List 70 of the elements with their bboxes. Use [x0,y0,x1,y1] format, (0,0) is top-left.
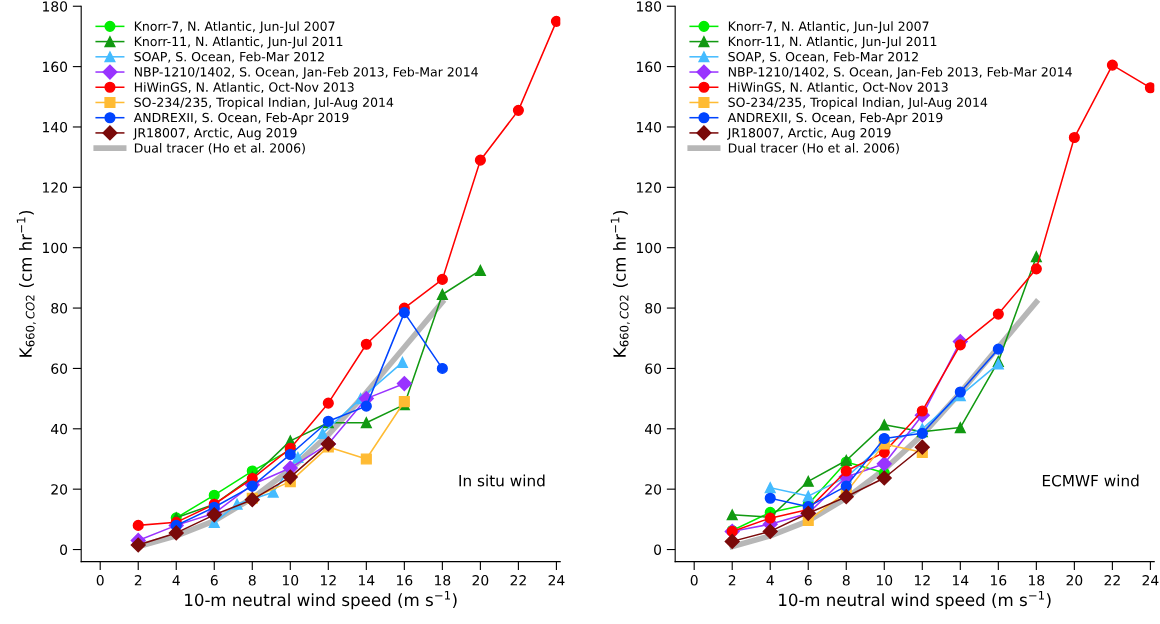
x-tick-label: 16 [397,575,413,586]
x-tick-label: 24 [548,575,565,586]
x-axis-title: 10-m neutral wind speed (m s$^{−1}$) [185,591,457,610]
x-tick-label: 4 [766,575,774,586]
x-tick-label: 20 [1066,575,1083,586]
x-tick-label: 2 [728,575,736,586]
legend-label: Knorr-11, N. Atlantic, Jun-Jul 2011 [728,36,937,49]
y-tick-label: 120 [637,182,662,193]
x-tick-label: 8 [248,575,256,586]
x-axis-title: 10-m neutral wind speed (m s$^{−1}$) [779,591,1051,610]
x-tick-label: 10 [876,575,893,586]
y-tick-label: 180 [637,1,662,12]
x-tick-label: 2 [134,575,142,586]
y-tick-label: 100 [637,242,662,254]
x-tick-label: 20 [472,575,489,586]
legend-label: HiWinGS, N. Atlantic, Oct-Nov 2013 [728,82,948,94]
y-tick-label: 140 [637,121,662,133]
y-tick-label: 100 [43,242,68,254]
legend-label: Dual tracer (Ho et al. 2006) [134,143,305,155]
y-tick-label: 20 [645,484,662,495]
x-tick-label: 18 [435,575,451,586]
y-tick-label: 180 [43,1,68,12]
x-tick-label: 8 [842,575,850,586]
y-tick-label: 80 [645,303,662,314]
legend-label: SO-234/235, Tropical Indian, Jul-Aug 2014 [134,97,394,110]
x-tick-label: 6 [804,575,812,586]
x-tick-label: 0 [96,575,104,586]
legend-label: ANDREXII, S. Ocean, Feb-Apr 2019 [133,112,349,125]
legend-label: NBP-1210/1402, S. Ocean, Jan-Feb 2013, Feb-Mar 2014 [134,66,478,79]
y-tick-label: 60 [645,363,662,374]
y-tick-label: 40 [51,423,68,435]
y-tick-label: 0 [60,544,68,555]
x-tick-label: 10 [282,575,299,586]
legend-label: Knorr-7, N. Atlantic, Jun-Jul 2007 [728,21,929,34]
x-tick-label: 4 [172,575,180,586]
y-axis-title: K$_{660,CO2}$ (cm hr$^{−1}$) [610,211,630,357]
y-tick-label: 60 [51,363,68,374]
x-tick-label: 12 [914,575,930,586]
y-tick-label: 140 [43,121,68,133]
y-tick-label: 160 [637,61,662,73]
legend-label: Dual tracer (Ho et al. 2006) [728,143,899,155]
legend-label: JR18007, Arctic, Aug 2019 [727,127,891,140]
legend-label: Knorr-7, N. Atlantic, Jun-Jul 2007 [134,21,335,34]
legend-label: SO-234/235, Tropical Indian, Jul-Aug 2014 [728,97,988,110]
y-tick-label: 80 [51,303,68,314]
y-tick-label: 40 [644,423,662,435]
legend-label: Knorr-11, N. Atlantic, Jun-Jul 2011 [134,36,343,49]
legend-label: JR18007, Arctic, Aug 2019 [133,127,297,140]
annotation: In situ wind [459,474,545,487]
legend-label: ANDREXII, S. Ocean, Feb-Apr 2019 [727,112,943,125]
x-tick-label: 12 [321,575,336,586]
x-tick-label: 16 [991,575,1007,586]
x-tick-label: 22 [1104,575,1120,586]
x-tick-label: 22 [510,575,526,586]
x-tick-label: 0 [690,575,698,586]
x-tick-label: 14 [359,575,375,586]
x-tick-label: 6 [210,575,218,586]
x-tick-label: 24 [1142,575,1159,586]
legend-label: SOAP, S. Ocean, Feb-Mar 2012 [728,51,918,63]
legend-label: SOAP, S. Ocean, Feb-Mar 2012 [134,51,324,63]
y-tick-label: 20 [51,484,68,495]
annotation: ECMWF wind [1042,474,1139,487]
x-tick-label: 18 [1029,575,1045,586]
legend-label: NBP-1210/1402, S. Ocean, Jan-Feb 2013, Feb-Mar 2014 [728,66,1072,79]
y-tick-label: 120 [43,182,68,193]
y-tick-label: 0 [654,544,662,555]
y-axis-title: K$_{660,CO2}$ (cm hr$^{−1}$) [16,211,36,357]
x-tick-label: 14 [953,575,969,586]
legend-label: HiWinGS, N. Atlantic, Oct-Nov 2013 [134,82,354,94]
y-tick-label: 160 [43,61,68,73]
